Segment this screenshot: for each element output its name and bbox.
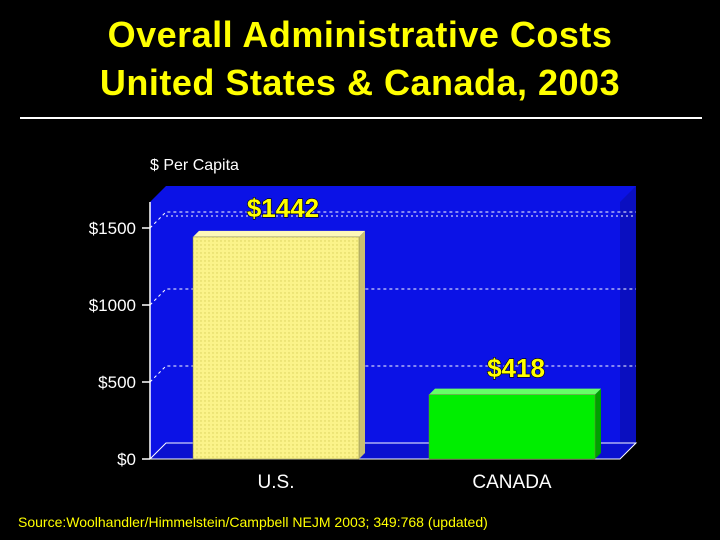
gridline xyxy=(149,288,636,306)
plot-side-wall xyxy=(620,186,636,459)
bar-us-side xyxy=(359,230,365,459)
chart-title-line-1: Overall Administrative Costs xyxy=(107,14,613,55)
bar-us-top xyxy=(193,230,365,237)
x-category-label: U.S. xyxy=(258,472,295,493)
gridline xyxy=(149,211,636,229)
title-divider xyxy=(20,117,702,119)
y-axis-label: $ Per Capita xyxy=(150,157,239,174)
y-tick-label: $500 xyxy=(98,373,136,392)
bar-canada-top xyxy=(429,388,601,395)
data-label: $1442 xyxy=(247,193,319,223)
y-tick-label: $0 xyxy=(117,450,136,469)
bar-us xyxy=(192,236,360,460)
bar-canada xyxy=(428,394,596,460)
source-citation: Source:Woolhandler/Himmelstein/Campbell … xyxy=(18,514,488,530)
bar-canada-side xyxy=(595,388,601,459)
y-tick-label: $1000 xyxy=(89,296,136,315)
chart-title-line-2: United States & Canada, 2003 xyxy=(99,62,621,103)
x-category-label: CANADA xyxy=(472,472,552,493)
gridline xyxy=(149,365,636,383)
y-tick-label: $1500 xyxy=(89,219,136,238)
bar-chart: $0 $500 $1000 $1500 $ Per Capita U.S. CANADA $1… xyxy=(89,157,638,493)
data-label: $418 xyxy=(487,353,545,383)
